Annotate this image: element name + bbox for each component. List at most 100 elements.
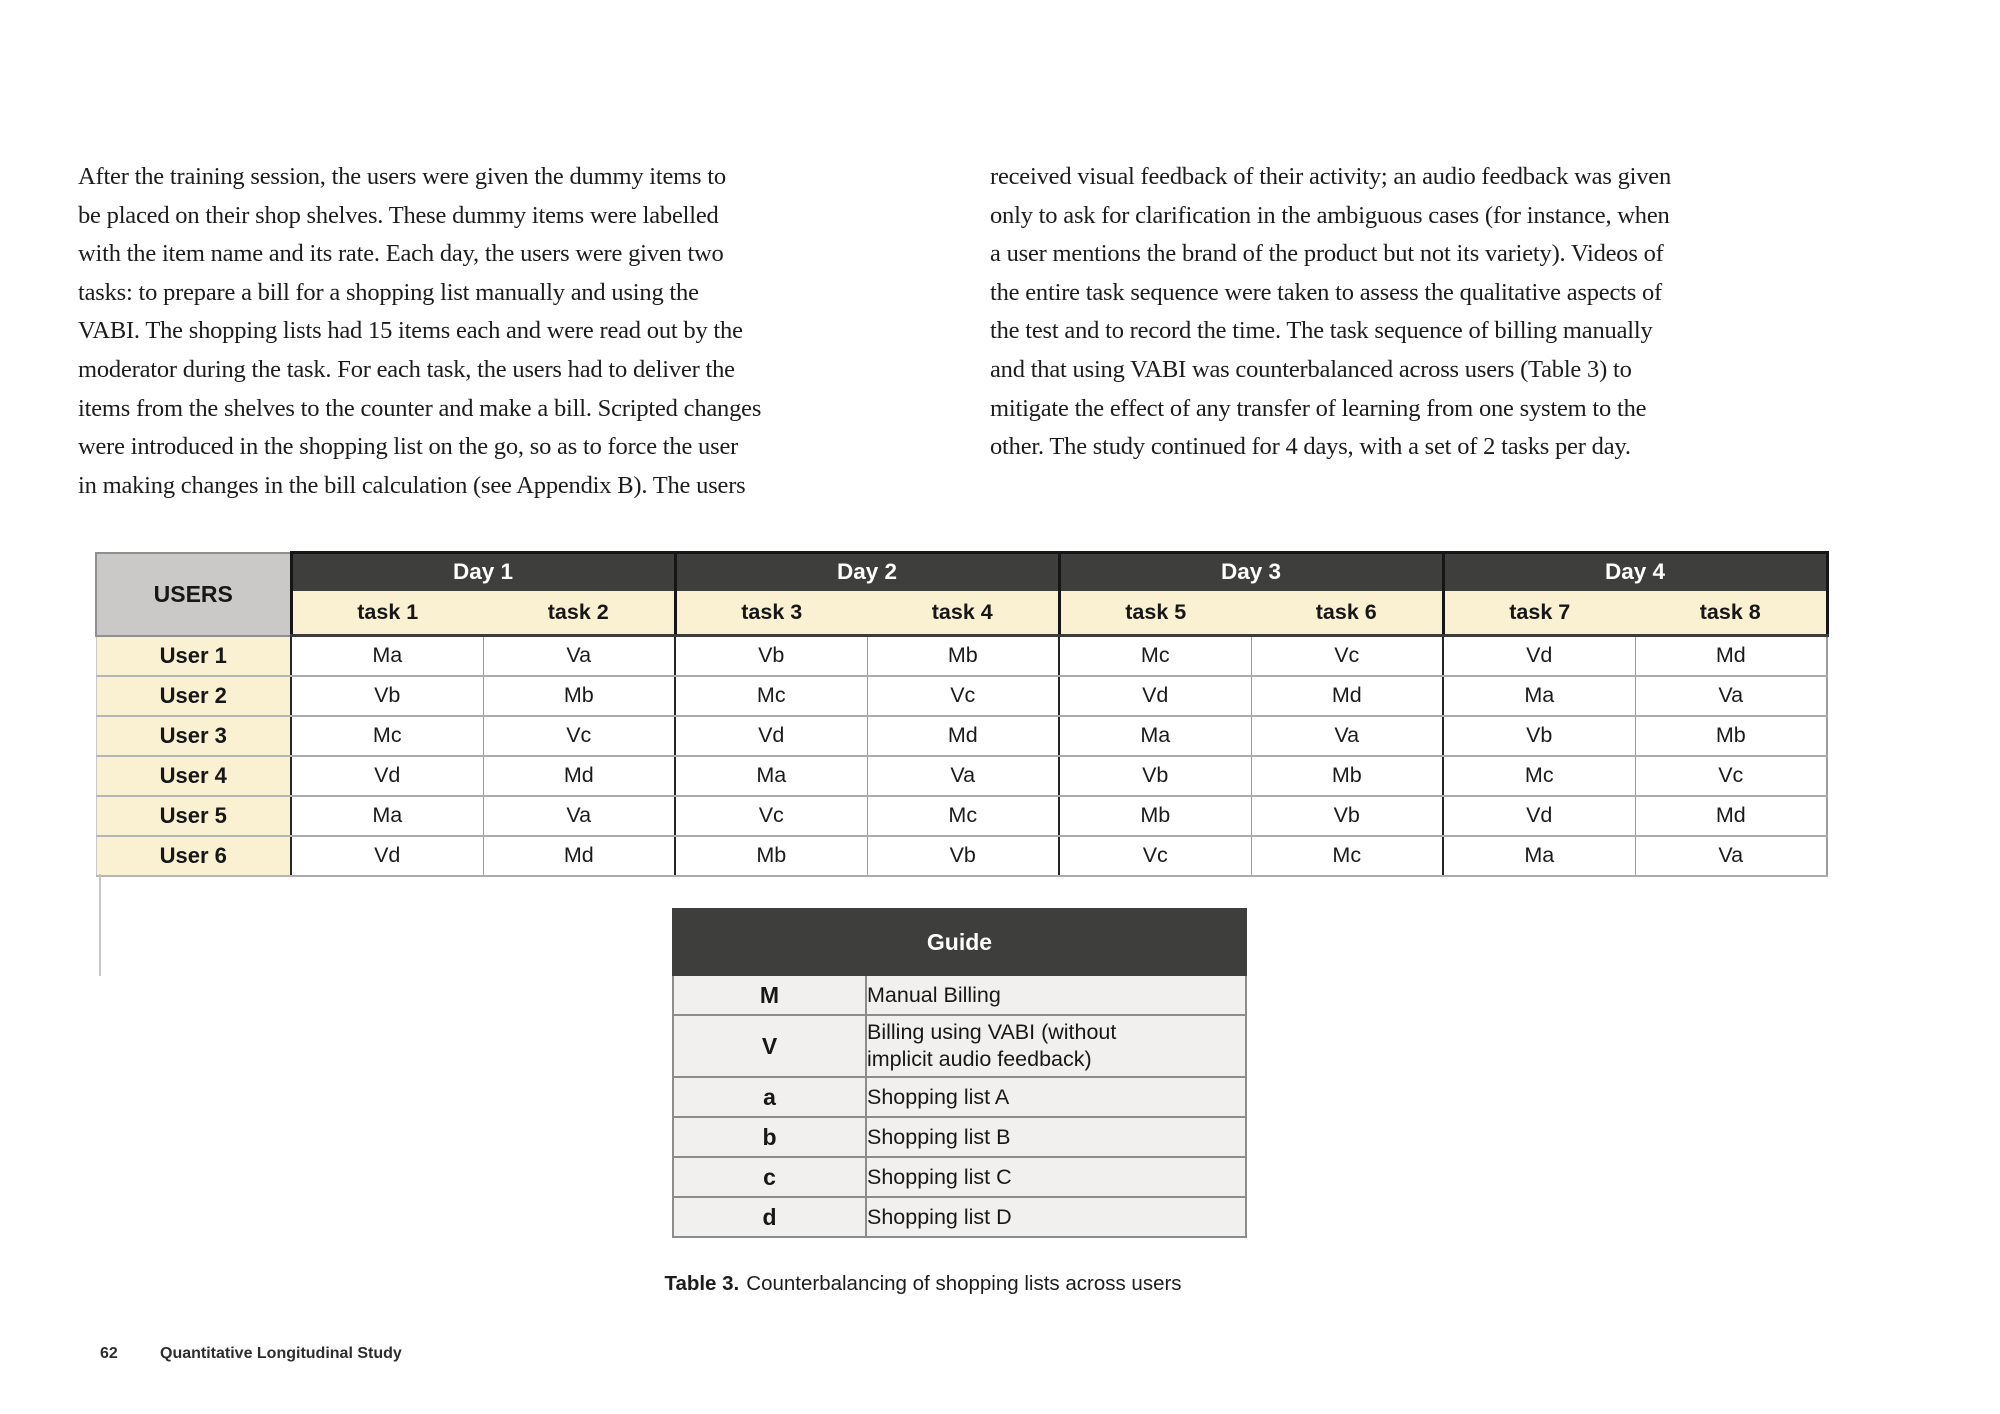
table-row: User 3 Mc Vc Vd Md Ma Va Vb Mb [95,715,1828,757]
table-row: User 1 Ma Va Vb Mb Mc Vc Vd Md [95,635,1828,677]
table-cell: Md [866,715,1060,757]
table-cell: Mc [866,795,1060,837]
text-line: only to ask for clarification in the amb… [990,201,1670,229]
guide-row: c Shopping list C [672,1156,1247,1198]
table-cell: Vb [1442,715,1636,757]
text-line: mitigate the effect of any transfer of l… [990,394,1647,422]
table-caption-text: Counterbalancing of shopping lists acros… [746,1272,1182,1295]
table-cell: Mc [1442,755,1636,797]
day-4-header: Day 4 [1441,551,1829,591]
text-line: tasks: to prepare a bill for a shopping … [78,278,699,306]
user-4-label: User 4 [95,755,292,797]
table-cell: Vd [290,835,484,877]
table-cell: Md [1250,675,1444,717]
guide-key-a: a [672,1076,867,1118]
table-cell: Vc [866,675,1060,717]
task-2-header: task 2 [483,590,675,637]
table-cell: Ma [1442,675,1636,717]
guide-value: Shopping list C [865,1156,1247,1198]
task-3-header: task 3 [673,590,867,637]
text-line: other. The study continued for 4 days, w… [990,433,1631,461]
table-cell: Va [1634,835,1828,877]
table-cell: Mb [1058,795,1252,837]
text-line: VABI. The shopping lists had 15 items ea… [78,317,743,345]
text-line: a user mentions the brand of the product… [990,240,1664,268]
user-5-label: User 5 [95,795,292,837]
guide-value: Billing using VABI (without implicit aud… [865,1014,1247,1078]
text-line: moderator during the task. For each task… [78,355,735,383]
table-row: User 5 Ma Va Vc Mc Mb Vb Vd Md [95,795,1828,837]
guide-table: Guide M Manual Billing V Billing using V… [672,908,1247,1238]
table-caption-label: Table 3. [664,1272,740,1295]
table-cell: Vb [1058,755,1252,797]
user-1-label: User 1 [95,635,292,677]
guide-row: b Shopping list B [672,1116,1247,1158]
task-4-header: task 4 [867,590,1059,637]
table-cell: Ma [674,755,868,797]
table-cell: Mc [674,675,868,717]
table-cell: Mb [866,635,1060,677]
table-cell: Md [482,755,676,797]
guide-row: V Billing using VABI (without implicit a… [672,1014,1247,1078]
table-cell: Vc [1058,835,1252,877]
table-cell: Md [1634,795,1828,837]
table-cell: Vd [1058,675,1252,717]
text-line: be placed on their shop shelves. These d… [78,201,719,229]
user-2-label: User 2 [95,675,292,717]
task-8-header: task 8 [1635,590,1829,637]
table-cell: Vb [1250,795,1444,837]
guide-value: Manual Billing [865,974,1247,1016]
task-6-header: task 6 [1251,590,1443,637]
table-cell: Mc [1058,635,1252,677]
guide-value: Shopping list B [865,1116,1247,1158]
table-row: User 4 Vd Md Ma Va Vb Mb Mc Vc [95,755,1828,797]
table-cell: Va [1634,675,1828,717]
guide-key-d: d [672,1196,867,1238]
users-column-header: USERS [95,551,292,637]
table-cell: Va [482,635,676,677]
task-1-header: task 1 [289,590,483,637]
day-2-header: Day 2 [673,551,1059,591]
table-cell: Vc [482,715,676,757]
task-5-header: task 5 [1057,590,1251,637]
table-cell: Va [482,795,676,837]
guide-table-title: Guide [672,908,1247,976]
table-cell: Vd [674,715,868,757]
user-3-label: User 3 [95,715,292,757]
day-1-header: Day 1 [289,551,675,591]
table-cell: Mb [1250,755,1444,797]
text-line: items from the shelves to the counter an… [78,394,762,422]
running-title: Quantitative Longitudinal Study [160,1345,402,1362]
guide-row: a Shopping list A [672,1076,1247,1118]
text-line: and that using VABI was counterbalanced … [990,355,1632,383]
table-cell: Ma [1058,715,1252,757]
table-row: User 2 Vb Mb Mc Vc Vd Md Ma Va [95,675,1828,717]
guide-row: d Shopping list D [672,1196,1247,1238]
table-cell: Vc [1634,755,1828,797]
table-cell: Md [1634,635,1828,677]
table-cell: Mb [482,675,676,717]
counterbalancing-table: USERS Day 1 Day 2 Day 3 Day 4 task 1 tas… [95,551,1829,877]
table-cell: Mb [1634,715,1828,757]
table-cell: Mc [290,715,484,757]
table-cell: Vb [290,675,484,717]
day-3-header: Day 3 [1057,551,1443,591]
table-cell: Va [1250,715,1444,757]
text-line: the test and to record the time. The tas… [990,317,1653,345]
stray-border-line [99,874,101,976]
text-line: with the item name and its rate. Each da… [78,240,724,268]
guide-key-b: b [672,1116,867,1158]
page-number: 62 [100,1345,118,1362]
text-line: After the training session, the users we… [78,163,726,190]
table-caption: Table 3. Counterbalancing of shopping lis… [635,1272,1211,1296]
paragraph-right-column: received visual feedback of their activi… [990,158,1870,467]
table-cell: Mc [1250,835,1444,877]
table-cell: Mb [674,835,868,877]
text-line: the entire task sequence were taken to a… [990,278,1663,306]
guide-value: Shopping list A [865,1076,1247,1118]
table-cell: Vc [674,795,868,837]
guide-key-c: c [672,1156,867,1198]
table-cell: Vd [290,755,484,797]
table-cell: Ma [290,795,484,837]
table-cell: Ma [290,635,484,677]
